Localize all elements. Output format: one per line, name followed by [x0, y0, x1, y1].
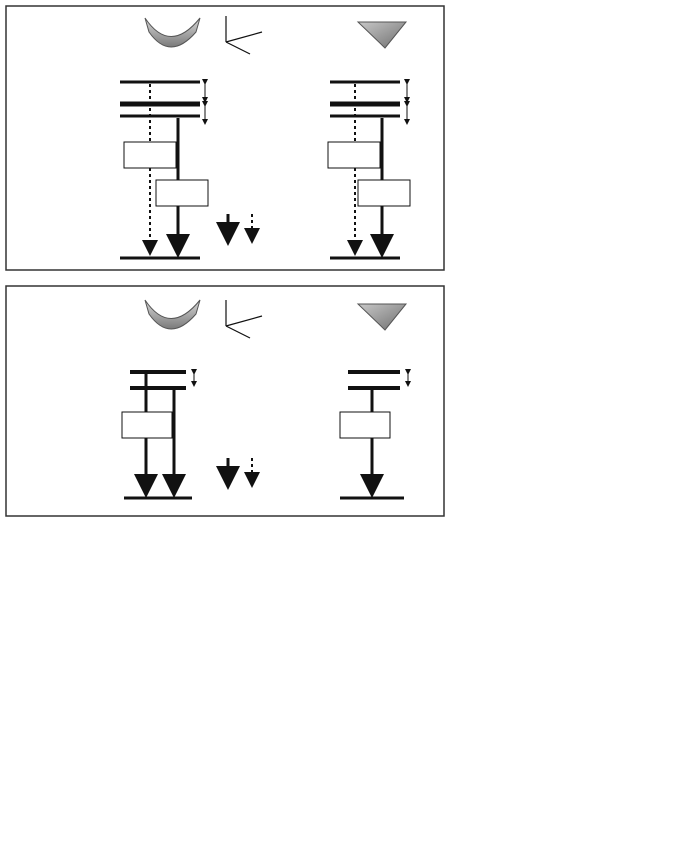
- transition-beta-box: [155, 179, 209, 207]
- d3h-level-diagram-c: [339, 369, 411, 500]
- axes-glyph-icon: [225, 16, 263, 55]
- d3h-level-diagram: [327, 79, 411, 260]
- c3v-dot-shape-icon-c: [144, 299, 201, 330]
- transition-alpha-box: [123, 141, 177, 169]
- polarization-legend-c: [216, 458, 260, 490]
- c3v-dot-shape-icon: [144, 17, 201, 48]
- c3v-level-diagram-c: [121, 369, 197, 500]
- axes-glyph-icon-c: [225, 300, 263, 339]
- panel-c: [5, 285, 445, 517]
- d3h-dot-shape-icon: [356, 21, 408, 49]
- polarization-legend-a: [216, 214, 260, 246]
- panel-c-frame: [5, 285, 445, 517]
- panel-a-frame: [5, 5, 445, 271]
- c3v-level-diagram: [120, 79, 209, 260]
- d3h-dot-shape-icon-c: [356, 303, 408, 331]
- panel-a: [5, 5, 445, 271]
